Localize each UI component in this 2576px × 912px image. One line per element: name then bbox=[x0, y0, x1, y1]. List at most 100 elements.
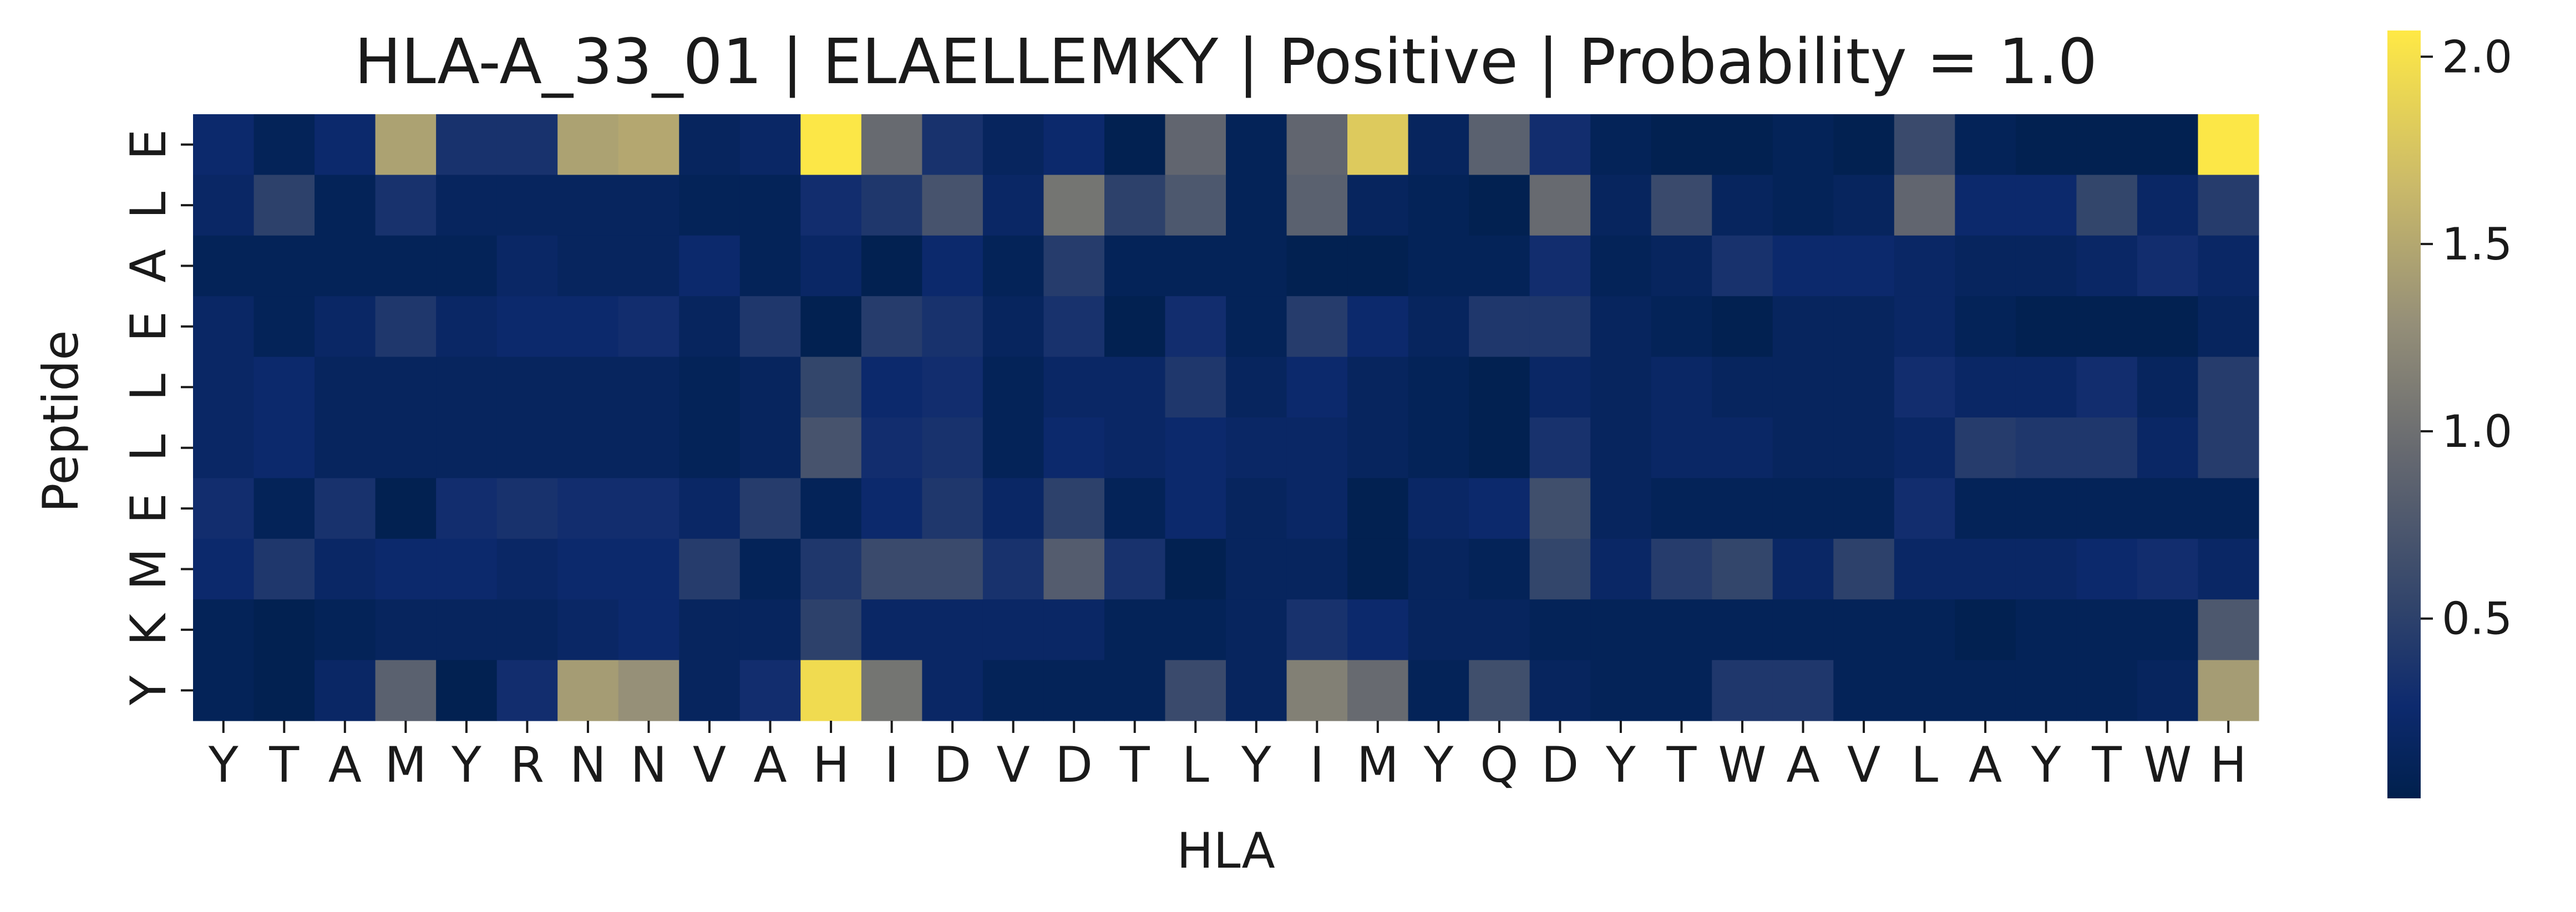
heatmap-cell bbox=[436, 356, 498, 418]
heatmap-cell bbox=[253, 417, 315, 478]
heatmap-cell bbox=[679, 296, 741, 358]
heatmap-cell bbox=[1833, 235, 1895, 297]
heatmap-cell bbox=[1408, 538, 1469, 600]
heatmap-cell bbox=[1165, 417, 1226, 478]
heatmap-cell bbox=[1347, 660, 1409, 721]
heatmap-cell bbox=[2076, 296, 2138, 358]
heatmap-cell bbox=[679, 356, 741, 418]
heatmap-cell bbox=[1712, 296, 1773, 358]
heatmap-cell bbox=[1712, 478, 1773, 539]
y-tick-label: L bbox=[120, 374, 177, 401]
heatmap-cell bbox=[1955, 660, 2016, 721]
heatmap-cell bbox=[922, 114, 983, 175]
x-tick-label: Y bbox=[208, 736, 239, 793]
heatmap-cell bbox=[2198, 114, 2259, 175]
heatmap-cell bbox=[375, 478, 437, 539]
heatmap-cell bbox=[1833, 538, 1895, 600]
heatmap-cell bbox=[1590, 114, 1652, 175]
heatmap-cell bbox=[1651, 538, 1712, 600]
x-tick-label: T bbox=[268, 736, 300, 793]
heatmap-cell bbox=[1712, 660, 1773, 721]
heatmap-cell bbox=[800, 356, 862, 418]
heatmap-cell bbox=[679, 114, 741, 175]
x-tick-label: Y bbox=[1241, 736, 1271, 793]
x-tick-label: H bbox=[813, 736, 849, 793]
heatmap-cell bbox=[2015, 538, 2077, 600]
heatmap-cell bbox=[2015, 296, 2077, 358]
heatmap-cell bbox=[618, 175, 680, 236]
heatmap-cell bbox=[496, 599, 558, 661]
heatmap-cell bbox=[1590, 417, 1652, 478]
heatmap-cell bbox=[193, 114, 255, 175]
heatmap-cell bbox=[679, 417, 741, 478]
chart-title: HLA-A_33_01 | ELAELLEMKY | Positive | Pr… bbox=[354, 26, 2097, 98]
heatmap-cell bbox=[1894, 235, 1955, 297]
heatmap-cell bbox=[1165, 296, 1226, 358]
heatmap-cell bbox=[1104, 660, 1166, 721]
heatmap-cell bbox=[1347, 417, 1409, 478]
heatmap-cell bbox=[557, 660, 619, 721]
heatmap-cell bbox=[1590, 599, 1652, 661]
heatmap-cell bbox=[1469, 235, 1530, 297]
heatmap-cell bbox=[1651, 417, 1712, 478]
heatmap-cell bbox=[1833, 114, 1895, 175]
heatmap-cell bbox=[739, 175, 801, 236]
heatmap-cell bbox=[679, 538, 741, 600]
heatmap-cell bbox=[1408, 175, 1469, 236]
x-tick-label: Y bbox=[1605, 736, 1636, 793]
heatmap-cell bbox=[1104, 417, 1166, 478]
heatmap-cell bbox=[1590, 296, 1652, 358]
heatmap-cell bbox=[2015, 114, 2077, 175]
heatmap-cell bbox=[1408, 235, 1469, 297]
heatmap-cell bbox=[436, 660, 498, 721]
heatmap-cell bbox=[375, 599, 437, 661]
x-tick-label: L bbox=[1182, 736, 1209, 793]
heatmap-cell bbox=[1529, 660, 1591, 721]
heatmap-cell bbox=[1408, 296, 1469, 358]
heatmap-cell bbox=[315, 114, 376, 175]
heatmap-cell bbox=[1043, 175, 1105, 236]
heatmap-cell bbox=[2015, 417, 2077, 478]
heatmap-cell bbox=[2137, 356, 2199, 418]
heatmap-cell bbox=[193, 296, 255, 358]
heatmap-cell bbox=[800, 599, 862, 661]
y-tick-label: E bbox=[120, 129, 177, 160]
heatmap-cell bbox=[1590, 478, 1652, 539]
heatmap-cell bbox=[1894, 599, 1955, 661]
y-tick-label: Y bbox=[120, 675, 177, 706]
heatmap-cell bbox=[679, 478, 741, 539]
heatmap-cell bbox=[557, 538, 619, 600]
heatmap-cell bbox=[1590, 660, 1652, 721]
heatmap-cell bbox=[496, 478, 558, 539]
heatmap-cell bbox=[375, 175, 437, 236]
heatmap-cell bbox=[1286, 660, 1348, 721]
heatmap-cell bbox=[1651, 114, 1712, 175]
x-tick-label: A bbox=[1969, 736, 2002, 793]
heatmap-cell bbox=[1529, 175, 1591, 236]
x-tick-label: Y bbox=[1423, 736, 1453, 793]
heatmap-cell bbox=[193, 175, 255, 236]
heatmap-cell bbox=[982, 235, 1044, 297]
heatmap-cell bbox=[800, 114, 862, 175]
heatmap-cell bbox=[1955, 599, 2016, 661]
heatmap-cell bbox=[2137, 296, 2199, 358]
heatmap-cell bbox=[982, 478, 1044, 539]
heatmap-cell bbox=[2076, 660, 2138, 721]
heatmap-cell bbox=[922, 538, 983, 600]
heatmap-cell bbox=[1226, 538, 1287, 600]
heatmap-cell bbox=[1226, 296, 1287, 358]
heatmap-cell bbox=[982, 356, 1044, 418]
heatmap-cell bbox=[1347, 296, 1409, 358]
colorbar bbox=[2387, 30, 2421, 798]
heatmap-cell bbox=[982, 114, 1044, 175]
heatmap-cell bbox=[2198, 660, 2259, 721]
heatmap-cell bbox=[1833, 417, 1895, 478]
heatmap-cell bbox=[1043, 660, 1105, 721]
heatmap-cell bbox=[1955, 235, 2016, 297]
heatmap-cell bbox=[1226, 235, 1287, 297]
heatmap-cell bbox=[2076, 175, 2138, 236]
heatmap-cell bbox=[1894, 417, 1955, 478]
heatmap-cell bbox=[800, 478, 862, 539]
heatmap-cell bbox=[1955, 175, 2016, 236]
heatmap-cell bbox=[1226, 114, 1287, 175]
